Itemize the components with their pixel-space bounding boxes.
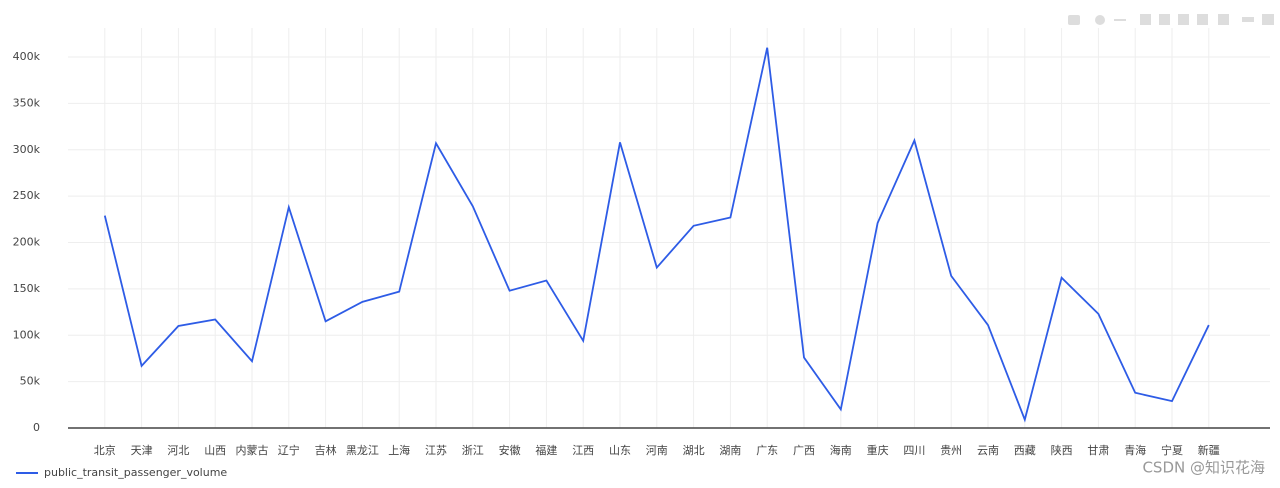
- x-tick-label: 四川: [903, 444, 925, 457]
- zoom-icon[interactable]: [1095, 15, 1105, 25]
- x-tick-label: 青海: [1124, 443, 1146, 457]
- x-tick-label: 河南: [646, 444, 668, 457]
- x-tick-label: 山东: [609, 444, 631, 457]
- x-tick-label: 重庆: [867, 443, 889, 457]
- x-tick-label: 贵州: [940, 444, 962, 457]
- x-tick-label: 湖南: [719, 444, 741, 457]
- reset-icon[interactable]: [1197, 14, 1208, 25]
- y-tick-label: 150k: [13, 282, 41, 295]
- y-tick-label: 200k: [13, 236, 41, 249]
- x-tick-label: 江西: [572, 444, 594, 457]
- x-tick-label: 宁夏: [1161, 443, 1183, 457]
- modebar[interactable]: [1068, 14, 1274, 25]
- autoscale-icon[interactable]: [1178, 14, 1189, 25]
- x-tick-label: 甘肃: [1087, 444, 1109, 457]
- hover-icon[interactable]: [1242, 17, 1254, 22]
- spike-icon[interactable]: [1218, 14, 1229, 25]
- x-tick-label: 北京: [94, 443, 116, 457]
- x-tick-label: 天津: [131, 444, 153, 457]
- x-tick-label: 山西: [204, 444, 226, 457]
- y-tick-label: 400k: [13, 50, 41, 63]
- y-tick-label: 50k: [20, 375, 41, 388]
- x-tick-label: 安徽: [499, 443, 521, 457]
- y-tick-label: 350k: [13, 96, 41, 109]
- watermark: CSDN @知识花海: [1142, 459, 1265, 477]
- x-tick-label: 云南: [977, 444, 999, 457]
- x-tick-label: 湖北: [683, 444, 705, 457]
- x-tick-label: 江苏: [425, 444, 447, 457]
- zoom-in-icon[interactable]: [1140, 14, 1151, 25]
- y-tick-label: 250k: [13, 189, 41, 202]
- x-tick-label: 西藏: [1014, 444, 1036, 457]
- zoom-out-icon[interactable]: [1159, 14, 1170, 25]
- x-tick-label: 海南: [830, 443, 852, 457]
- x-tick-label: 陕西: [1051, 443, 1073, 457]
- compare-icon[interactable]: [1262, 14, 1274, 25]
- camera-icon[interactable]: [1068, 15, 1080, 25]
- x-tick-label: 浙江: [462, 444, 484, 457]
- y-tick-label: 100k: [13, 328, 41, 341]
- x-tick-label: 广西: [793, 444, 815, 457]
- data-line: [103, 47, 1210, 423]
- x-tick-label: 上海: [388, 443, 410, 457]
- x-tick-label: 福建: [535, 443, 557, 457]
- x-tick-label: 内蒙古: [236, 443, 269, 457]
- y-tick-label: 300k: [13, 143, 41, 156]
- x-tick-label: 广东: [756, 444, 778, 457]
- x-tick-label: 新疆: [1198, 443, 1220, 457]
- pan-icon[interactable]: [1114, 19, 1126, 21]
- legend-label: public_transit_passenger_volume: [44, 466, 227, 479]
- x-tick-label: 河北: [167, 444, 189, 457]
- x-tick-label: 黑龙江: [346, 444, 379, 457]
- x-tick-label: 吉林: [315, 443, 337, 457]
- y-tick-label: 0: [33, 421, 40, 434]
- x-tick-label: 辽宁: [278, 443, 300, 457]
